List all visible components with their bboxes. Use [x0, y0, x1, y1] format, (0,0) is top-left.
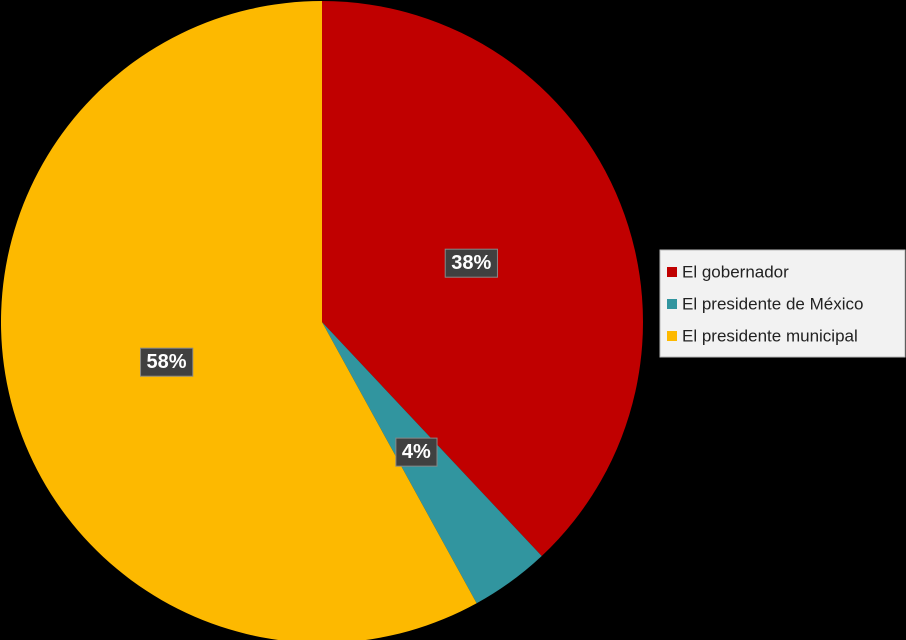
legend-swatch [667, 331, 677, 341]
data-label-box [395, 437, 438, 467]
pie [1, 1, 643, 640]
data-label-text: 4% [402, 441, 431, 463]
legend: El gobernador El presidente de México El p… [667, 262, 863, 345]
legend-label: El presidente municipal [682, 326, 858, 345]
pie-slice [1, 1, 477, 640]
legend-box [659, 249, 906, 358]
data-label-text: 38% [451, 252, 491, 274]
data-label: 38% [444, 248, 498, 278]
legend-label: El gobernador [682, 262, 789, 281]
pie-slice [322, 1, 643, 556]
data-label: 4% [395, 437, 438, 467]
legend-swatch [667, 299, 677, 309]
legend-label: El presidente de México [682, 294, 863, 313]
legend-swatch [667, 267, 677, 277]
data-label: 58% [140, 347, 194, 377]
data-label-text: 58% [147, 351, 187, 373]
data-labels: 38% 4% 58% [140, 248, 498, 467]
data-label-box [444, 248, 498, 278]
data-label-box [140, 347, 194, 377]
